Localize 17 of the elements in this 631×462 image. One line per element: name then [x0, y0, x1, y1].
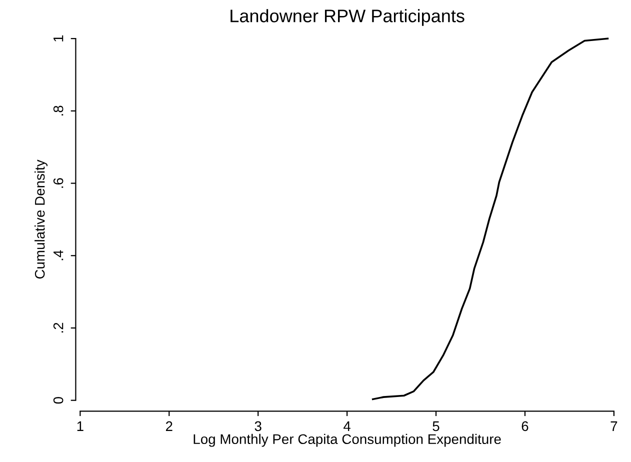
y-axis-title: Cumulative Density — [34, 160, 48, 279]
x-tick-label: 5 — [432, 421, 440, 432]
y-tick-label: .8 — [53, 106, 64, 116]
chart-title: Landowner RPW Participants — [230, 9, 464, 26]
x-tick-label: 2 — [166, 421, 172, 431]
x-tick-label: 1 — [77, 421, 84, 431]
y-tick-label: .2 — [53, 322, 64, 332]
x-tick-label: 7 — [610, 421, 618, 431]
y-tick-label: 1 — [54, 35, 64, 42]
x-tick-label: 3 — [254, 421, 262, 432]
y-tick-label: 0 — [53, 397, 64, 404]
x-tick-label: 4 — [344, 421, 351, 431]
line-series — [372, 38, 609, 400]
y-tick-label: .4 — [54, 250, 64, 260]
x-tick-label: 6 — [522, 421, 528, 432]
x-axis-title: Log Monthly Per Capita Consumption Expenditure — [194, 434, 501, 447]
y-tick-label: .6 — [53, 178, 64, 188]
